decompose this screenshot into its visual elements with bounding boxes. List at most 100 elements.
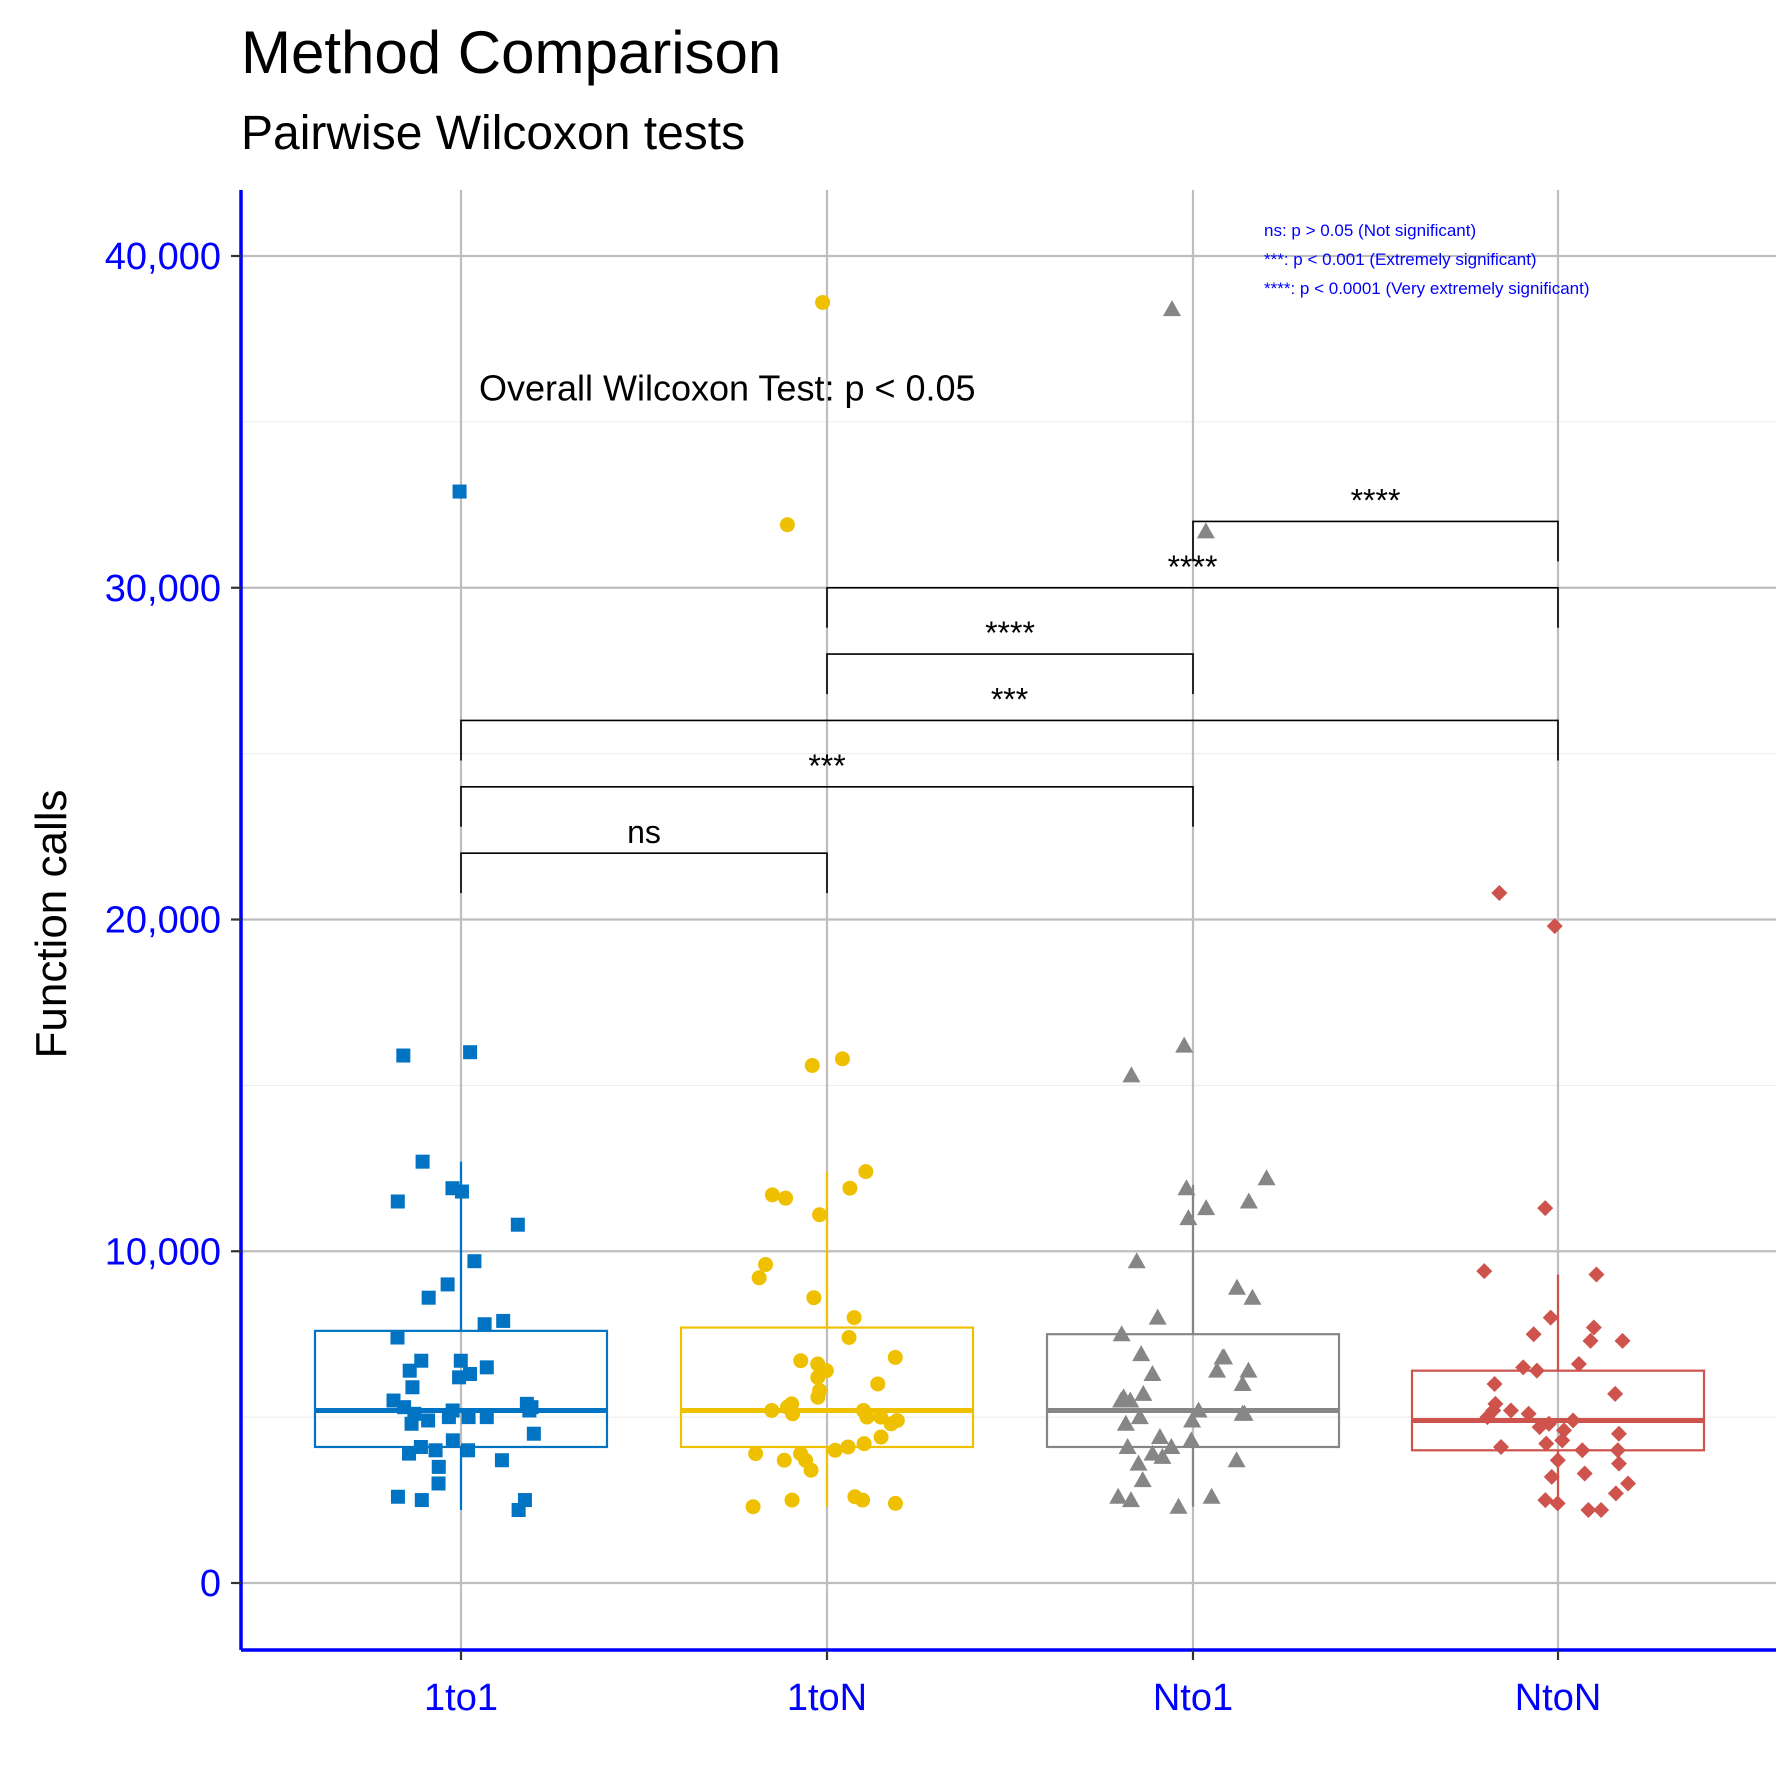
data-point (1148, 1308, 1167, 1325)
data-point (454, 1184, 469, 1199)
y-tick-label: 20,000 (105, 900, 221, 942)
data-point (1582, 1332, 1599, 1349)
data-point (1554, 1432, 1571, 1449)
data-point (846, 1310, 862, 1326)
data-point (858, 1164, 874, 1180)
data-point (463, 1366, 478, 1381)
data-point (390, 1330, 405, 1345)
data-point (522, 1403, 537, 1418)
bracket-label: *** (808, 748, 845, 784)
comparison-bracket: **** (1192, 482, 1559, 562)
data-point (452, 484, 467, 499)
x-tick-label: Nto1 (1153, 1677, 1233, 1719)
data-point (1609, 1442, 1626, 1459)
data-point (1576, 1465, 1593, 1482)
data-point (479, 1410, 494, 1425)
bracket-label: ns (627, 814, 661, 850)
data-point (1546, 918, 1563, 935)
data-point (453, 1353, 468, 1368)
box-iqr (1045, 1333, 1341, 1449)
bracket-layer: ns******************Overall Wilcoxon Tes… (460, 368, 1559, 894)
data-point (421, 1413, 436, 1428)
data-point (1213, 1348, 1232, 1365)
data-point (1607, 1385, 1624, 1402)
box-iqr (313, 1329, 609, 1449)
data-point (1593, 1502, 1610, 1519)
data-point (1570, 1356, 1587, 1373)
data-point (386, 1393, 401, 1408)
data-point (1243, 1288, 1262, 1305)
chart-title: Method Comparison (241, 19, 782, 86)
data-point (402, 1363, 417, 1378)
comparison-bracket: *** (460, 748, 1194, 827)
data-point (883, 1416, 899, 1432)
data-point (1607, 1485, 1624, 1502)
data-point (793, 1353, 809, 1369)
data-point (1574, 1442, 1591, 1459)
bracket-label: *** (991, 681, 1028, 717)
data-point (1153, 1447, 1172, 1464)
legend-note: ****: p < 0.0001 (Very extremely signifi… (1264, 279, 1590, 298)
data-point (1491, 884, 1508, 901)
data-point (479, 1360, 494, 1375)
data-point (1112, 1325, 1131, 1342)
data-point (873, 1429, 889, 1445)
data-point (1610, 1425, 1627, 1442)
data-point (745, 1499, 761, 1515)
data-point (887, 1349, 903, 1365)
bracket-label: **** (1351, 482, 1401, 518)
data-point (859, 1409, 875, 1425)
data-point (1549, 1495, 1566, 1512)
data-point (415, 1154, 430, 1169)
bracket-line (826, 653, 1194, 695)
data-point (1537, 1200, 1554, 1217)
data-point (1183, 1411, 1202, 1428)
comparison-bracket: ns (460, 814, 828, 894)
data-point (1116, 1414, 1135, 1431)
data-point (1502, 1402, 1519, 1419)
data-point (764, 1187, 780, 1203)
data-point (779, 517, 795, 533)
data-point (1239, 1361, 1258, 1378)
comparison-bracket: *** (460, 681, 1559, 761)
legend-note: ns: p > 0.05 (Not significant) (1264, 221, 1476, 240)
y-tick-label: 0 (200, 1563, 221, 1605)
data-point (1538, 1435, 1555, 1452)
data-point (1555, 1422, 1572, 1439)
data-point (1208, 1361, 1227, 1378)
data-point (803, 1462, 819, 1478)
data-point (778, 1190, 794, 1206)
data-point (842, 1180, 858, 1196)
data-point (402, 1446, 417, 1461)
chart-subtitle: Pairwise Wilcoxon tests (241, 107, 746, 160)
data-point (1610, 1455, 1627, 1472)
data-point (414, 1353, 429, 1368)
data-point (785, 1406, 801, 1422)
data-point (1515, 1359, 1532, 1376)
data-point (404, 1416, 419, 1431)
data-point (1197, 1199, 1216, 1216)
data-point (1565, 1412, 1582, 1429)
data-point (1580, 1502, 1597, 1519)
data-point (413, 1439, 428, 1454)
data-point (1175, 1036, 1194, 1053)
data-point (1257, 1169, 1276, 1186)
data-point (1227, 1278, 1246, 1295)
data-point (1130, 1408, 1149, 1425)
data-point (1486, 1375, 1503, 1392)
data-point (806, 1290, 822, 1306)
data-point (461, 1410, 476, 1425)
x-tick-label: NtoN (1515, 1677, 1602, 1719)
data-point (1620, 1475, 1637, 1492)
data-point (1133, 1471, 1152, 1488)
data-point (758, 1257, 774, 1273)
data-point (431, 1459, 446, 1474)
data-point (452, 1370, 467, 1385)
data-point (510, 1217, 525, 1232)
data-point (804, 1057, 820, 1073)
data-point (1239, 1192, 1258, 1209)
data-point (467, 1254, 482, 1269)
data-point (1585, 1319, 1602, 1336)
data-point (496, 1313, 511, 1328)
